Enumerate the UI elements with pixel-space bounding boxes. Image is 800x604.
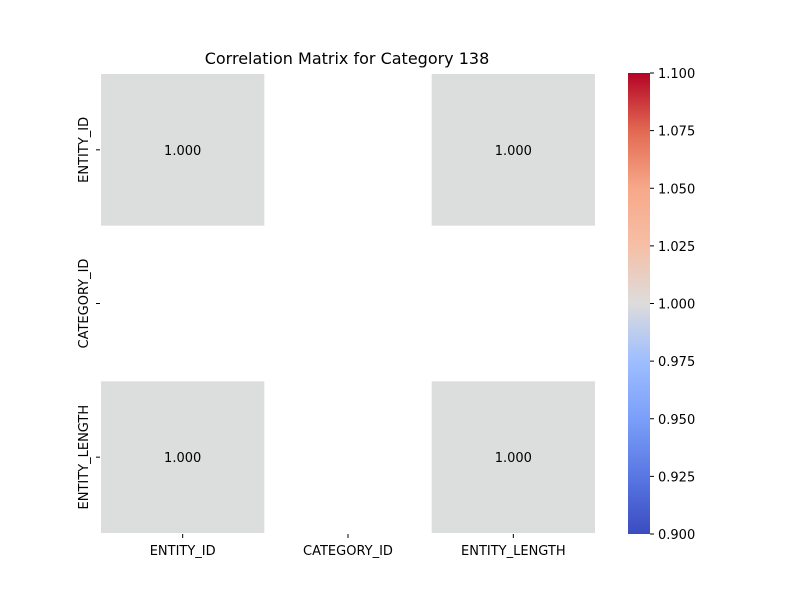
colorbar-tick-label: 1.100 xyxy=(658,67,695,82)
heatmap-cell xyxy=(431,74,595,226)
colorbar-tick-label: 1.025 xyxy=(658,240,695,255)
y-tick-label: ENTITY_LENGTH xyxy=(77,405,92,510)
cell-value-label: 1.000 xyxy=(164,451,201,466)
y-axis: ENTITY_ID CATEGORY_ID ENTITY_LENGTH xyxy=(77,117,100,510)
cell-value-label: 1.000 xyxy=(164,144,201,159)
colorbar-tick-label: 0.925 xyxy=(658,470,695,485)
chart-title: Correlation Matrix for Category 138 xyxy=(205,49,490,68)
colorbar-tick-label: 0.900 xyxy=(658,528,695,543)
y-tick-label: CATEGORY_ID xyxy=(77,259,92,349)
colorbar-gradient xyxy=(628,73,650,534)
colorbar-tick-label: 1.050 xyxy=(658,182,695,197)
heatmap-cells: 1.000 1.000 1.000 1.000 xyxy=(101,74,595,533)
x-tick-label: CATEGORY_ID xyxy=(303,544,393,559)
x-axis: ENTITY_ID CATEGORY_ID ENTITY_LENGTH xyxy=(150,534,566,559)
colorbar-tick-label: 1.000 xyxy=(658,298,695,313)
colorbar-tick-label: 0.950 xyxy=(658,413,695,428)
heatmap-cell xyxy=(431,381,595,533)
cell-value-label: 1.000 xyxy=(495,451,532,466)
y-tick-label: ENTITY_ID xyxy=(77,117,92,183)
x-tick-label: ENTITY_LENGTH xyxy=(461,544,566,559)
colorbar-tick-label: 0.975 xyxy=(658,355,695,370)
colorbar-tick-label: 1.075 xyxy=(658,125,695,140)
heatmap-cell xyxy=(101,74,265,226)
colorbar: 0.900 0.925 0.950 0.975 1.000 1.025 1.050 1.075… xyxy=(628,67,695,543)
heatmap-cell xyxy=(101,381,265,533)
x-tick-label: ENTITY_ID xyxy=(150,544,216,559)
cell-value-label: 1.000 xyxy=(495,144,532,159)
